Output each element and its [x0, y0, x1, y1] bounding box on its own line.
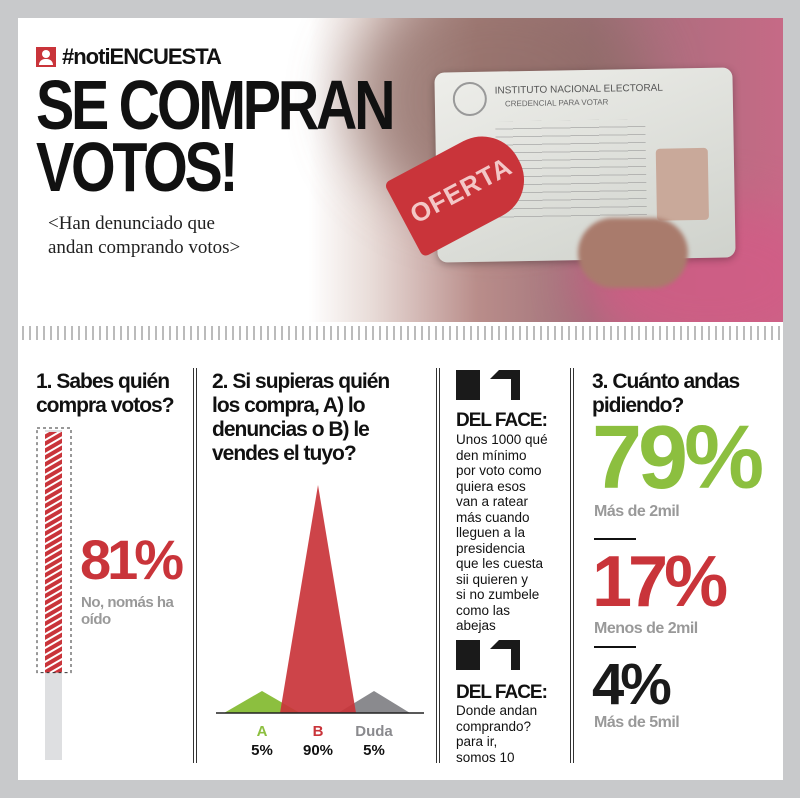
face-text-line: por voto como	[456, 463, 542, 478]
face-text-line: quiera esos	[456, 478, 526, 494]
face-text-line: presidencia	[456, 540, 526, 556]
face-text-line: somos 10	[456, 749, 515, 765]
face-text: Unos 1000 qué den mínimo por voto como quie…	[456, 432, 566, 634]
face-text-line: den mínimo	[456, 447, 527, 463]
category-label: B	[312, 723, 324, 740]
divider-stripes	[22, 326, 780, 340]
q1-question: 1. Sabes quién compra votos?	[36, 370, 175, 417]
title-line: VOTOS!	[36, 128, 239, 206]
q1-label: No, nomás ha oído	[81, 594, 174, 628]
subtitle: <Han denunciado que andan comprando voto…	[48, 212, 240, 260]
face-text-line: Donde andan	[456, 703, 538, 718]
card-title: INSTITUTO NACIONAL ELECTORAL	[494, 82, 663, 97]
face-text-line: van a ratear	[456, 494, 529, 509]
face-heading: DEL FACE:	[456, 410, 548, 431]
q3-percent-17: 17%	[592, 542, 728, 622]
q2-label-duda: Duda 5%	[346, 722, 402, 760]
brand: #notiENCUESTA	[36, 44, 222, 70]
face-text-line: Unos 1000 qué	[456, 432, 548, 447]
q3-percent-4: 4%	[592, 652, 672, 717]
subtitle-line: andan comprando votos>	[48, 237, 241, 258]
q1-bar-chart	[36, 427, 72, 760]
q2-label-a: A 5%	[234, 722, 290, 760]
face-text-line: abejas	[456, 618, 496, 633]
q2-question-line: los compra, A) lo	[212, 394, 366, 417]
value-label: 90%	[302, 742, 334, 759]
face-text-line: si no zumbele	[456, 587, 540, 602]
separator	[594, 646, 636, 648]
face-text-line: lleguen a la	[456, 525, 526, 540]
face-text-line: para ir,	[456, 734, 498, 749]
thumb	[578, 218, 688, 288]
q3-question: 3. Cuánto andas pidiendo?	[592, 370, 782, 418]
value-label: 5%	[251, 742, 273, 759]
q3-question-line: pidiendo?	[592, 394, 684, 417]
user-icon	[36, 47, 56, 67]
face-text: Donde andan comprando? para ir, somos 10	[456, 703, 566, 765]
face-text-line: comprando?	[456, 718, 532, 734]
q2-triangle-chart	[216, 485, 424, 714]
face-text-line: que les cuesta	[456, 556, 544, 571]
quote-icon	[456, 370, 520, 400]
triangle-duda	[338, 691, 410, 713]
q2-question-line: denuncias o B) le	[212, 418, 370, 441]
quote-icon	[456, 640, 520, 670]
face-text-line: como las	[456, 602, 511, 618]
brand-text: #notiENCUESTA	[62, 44, 222, 69]
q2-question-line: 2. Si supieras quién	[212, 370, 390, 393]
subtitle-line: <Han denunciado que	[48, 213, 215, 234]
q1-label-line: oído	[81, 611, 111, 628]
card-photo	[655, 147, 709, 221]
q3-label: Más de 2mil	[594, 503, 680, 520]
face-text-line: más cuando	[456, 509, 530, 525]
q3-percent-79: 79%	[592, 408, 764, 508]
q3-label: Más de 5mil	[594, 714, 680, 731]
title-line: SE COMPRAN	[36, 66, 396, 144]
card-subtitle: CREDENCIAL PARA VOTAR	[504, 97, 609, 109]
column-divider	[570, 368, 574, 763]
q1-percent: 81%	[80, 528, 184, 591]
seal-icon	[452, 81, 488, 117]
q1-label-line: No, nomás ha	[81, 594, 174, 611]
category-label: A	[256, 723, 268, 740]
q2-label-b: B 90%	[290, 722, 346, 760]
column-divider	[436, 368, 440, 763]
value-label: 5%	[363, 742, 385, 759]
face-text-line: sii quieren y	[456, 571, 529, 587]
page-title: SE COMPRAN VOTOS!	[36, 66, 396, 206]
face-heading: DEL FACE:	[456, 682, 548, 703]
column-divider	[193, 368, 197, 763]
category-label: Duda	[355, 723, 393, 740]
q2-question: 2. Si supieras quién los compra, A) lo d…	[212, 370, 432, 466]
q1-bar-fill	[45, 432, 62, 673]
q2-question-line: vendes el tuyo?	[212, 442, 357, 465]
separator	[594, 538, 636, 540]
header-photo: INSTITUTO NACIONAL ELECTORAL CREDENCIAL …	[18, 18, 783, 322]
triangle-b	[280, 485, 356, 713]
q1-bar-outline	[36, 427, 72, 674]
q3-label: Menos de 2mil	[594, 620, 698, 637]
q3-question-line: 3. Cuánto andas	[592, 370, 740, 393]
